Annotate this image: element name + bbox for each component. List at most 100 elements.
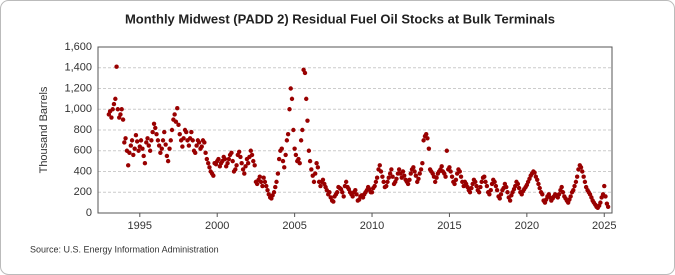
data-point: [189, 129, 194, 135]
x-tick-label: 2000: [205, 220, 229, 232]
x-tick-label: 1995: [128, 220, 152, 232]
data-point: [390, 174, 395, 179]
data-point: [449, 174, 455, 179]
data-point: [488, 187, 493, 193]
data-point: [571, 187, 576, 193]
data-point: [434, 175, 439, 180]
data-point: [122, 140, 127, 145]
data-point: [384, 183, 389, 189]
data-point: [258, 179, 264, 185]
data-point: [293, 152, 299, 158]
data-point: [153, 125, 158, 131]
data-point: [457, 169, 463, 174]
data-point: [516, 185, 522, 191]
data-point: [261, 175, 266, 180]
data-point: [193, 150, 198, 156]
data-point: [598, 200, 603, 205]
data-point: [283, 152, 288, 158]
data-point: [537, 185, 542, 191]
data-point: [413, 173, 419, 178]
data-point: [447, 165, 452, 170]
data-point: [483, 179, 488, 185]
data-point: [318, 183, 323, 189]
data-point: [507, 198, 513, 203]
data-point: [127, 150, 132, 156]
data-point: [203, 150, 208, 156]
data-point: [380, 174, 385, 179]
data-point: [407, 177, 412, 182]
data-point: [275, 171, 281, 176]
data-point: [307, 158, 313, 164]
data-point: [184, 129, 189, 135]
data-point: [285, 131, 291, 137]
data-point: [109, 115, 114, 120]
data-point: [274, 179, 279, 185]
data-point: [150, 129, 155, 135]
data-point: [443, 174, 448, 179]
data-point: [296, 156, 301, 162]
data-point: [535, 177, 540, 182]
data-point: [226, 156, 232, 162]
data-point: [314, 161, 319, 166]
data-point: [206, 161, 211, 166]
y-tick-label: 1,400: [64, 62, 92, 74]
data-point: [505, 190, 510, 195]
data-point: [134, 139, 140, 144]
data-point: [257, 174, 262, 179]
data-point: [175, 106, 180, 111]
data-point: [147, 148, 153, 153]
data-point: [580, 169, 585, 174]
data-point: [484, 183, 490, 189]
y-tick-label: 600: [74, 145, 92, 157]
data-point: [111, 101, 117, 107]
data-point: [573, 179, 579, 185]
data-point: [280, 158, 286, 164]
data-point: [239, 161, 244, 166]
y-axis-label: Thousand Barrels: [38, 86, 50, 173]
data-point: [302, 70, 308, 76]
data-point: [482, 174, 487, 179]
data-point: [262, 179, 268, 185]
data-point: [452, 181, 457, 187]
data-point: [145, 136, 150, 141]
data-point: [387, 171, 393, 176]
data-point: [385, 179, 390, 185]
data-point: [167, 146, 172, 151]
data-point: [202, 140, 207, 145]
data-point: [158, 150, 163, 156]
y-tick-label: 800: [74, 124, 92, 136]
data-point: [504, 184, 509, 190]
data-point: [254, 181, 260, 187]
data-point: [165, 158, 171, 164]
data-point: [276, 156, 282, 162]
data-point: [389, 167, 394, 172]
data-point: [118, 112, 123, 117]
data-point: [251, 158, 256, 164]
data-point: [199, 144, 204, 149]
data-point: [412, 169, 417, 174]
data-point: [309, 167, 314, 172]
data-point: [138, 138, 144, 143]
data-point: [289, 96, 295, 102]
data-point: [343, 179, 349, 185]
plot-border: [97, 46, 613, 214]
data-point: [306, 148, 312, 153]
data-point: [222, 156, 228, 162]
data-point: [234, 163, 239, 168]
data-point: [536, 181, 541, 187]
y-tick-label: 400: [74, 165, 92, 177]
data-point: [240, 167, 246, 172]
x-tick-label: 2010: [360, 220, 384, 232]
data-point: [578, 165, 584, 170]
data-point: [478, 184, 483, 190]
data-point: [568, 194, 573, 199]
y-tick-label: 1,200: [64, 82, 92, 94]
data-point: [120, 117, 126, 122]
data-point: [141, 153, 146, 159]
data-point: [425, 136, 430, 141]
data-point: [320, 177, 326, 182]
data-point: [186, 143, 192, 148]
data-point: [416, 176, 421, 181]
data-point: [474, 183, 479, 189]
data-point: [110, 107, 115, 112]
